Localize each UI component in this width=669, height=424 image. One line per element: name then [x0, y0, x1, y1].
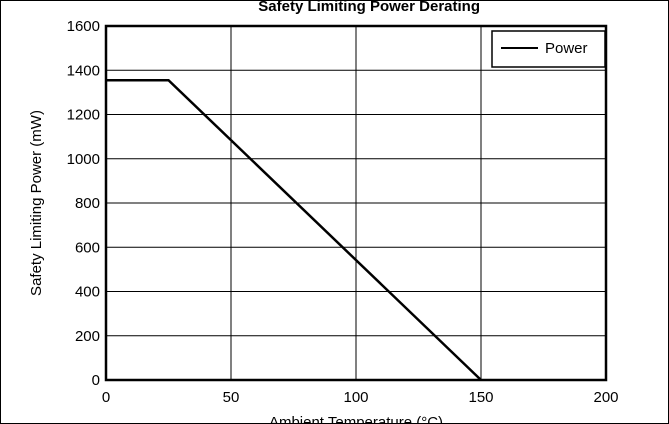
y-tick-label: 200	[75, 328, 100, 345]
y-tick-label: 0	[92, 372, 100, 389]
grid	[106, 26, 606, 380]
legend: Power	[491, 30, 606, 68]
series-line-0	[106, 78, 482, 381]
chart-title: Safety Limiting Power Derating	[258, 0, 480, 15]
y-tick-label: 1000	[67, 151, 100, 168]
x-tick-label: 0	[102, 389, 110, 406]
tick-labels: 0 50 100 150 200 0 200 400 600 800 1000 1200 1400 160…	[67, 18, 619, 406]
series-lines	[106, 78, 482, 381]
x-axis-label: Ambient Temperature (°C)	[269, 414, 443, 423]
x-tick-label: 150	[468, 389, 493, 406]
x-tick-label: 50	[223, 389, 240, 406]
x-tick-label: 200	[593, 389, 618, 406]
plot-area	[104, 24, 608, 382]
y-axis-label: Safety Limiting Power (mW)	[28, 110, 45, 296]
y-tick-label: 1200	[67, 107, 100, 124]
y-tick-label: 600	[75, 239, 100, 256]
y-tick-label: 800	[75, 195, 100, 212]
y-tick-label: 1400	[67, 62, 100, 79]
y-tick-label: 400	[75, 284, 100, 301]
y-tick-label: 1600	[67, 18, 100, 35]
legend-label: Power	[545, 40, 588, 57]
x-tick-label: 100	[343, 389, 368, 406]
